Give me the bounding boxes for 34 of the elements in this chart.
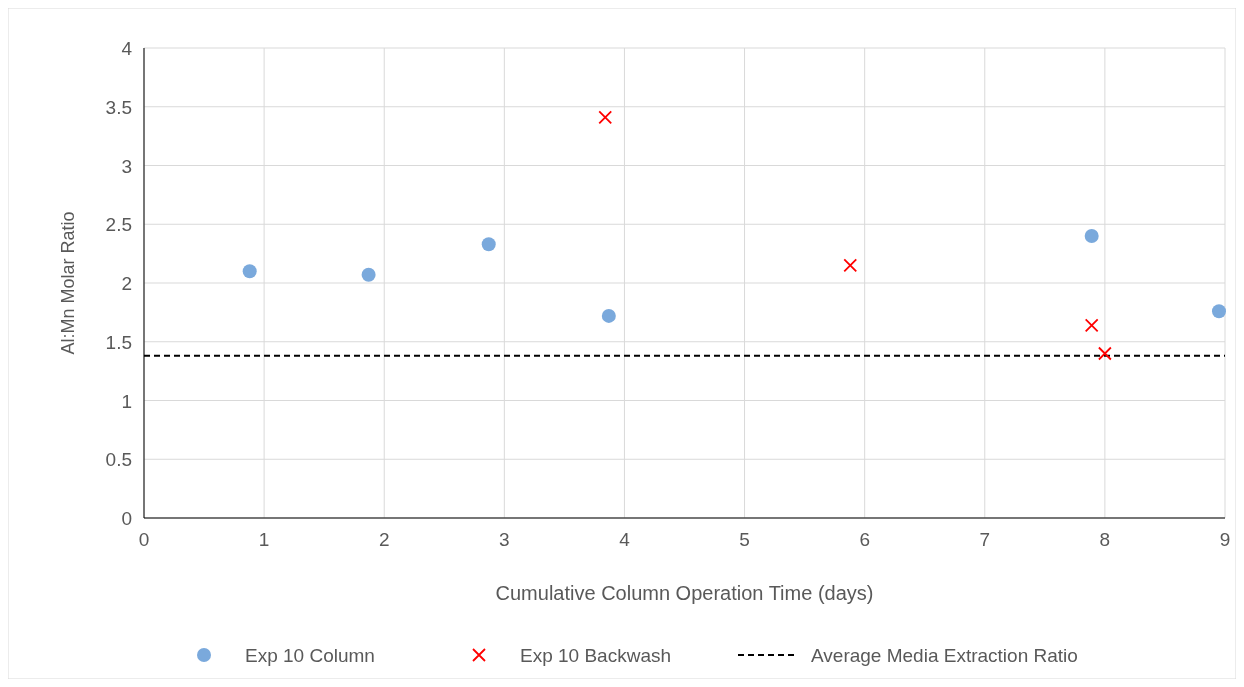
point [598,110,613,125]
point [843,258,858,273]
x-tick-label: 8 [1099,529,1111,550]
y-tick-label: 0 [121,508,132,529]
x-tick-label: 2 [378,529,390,550]
y-tick-label: 0.5 [105,449,132,471]
point [481,237,496,252]
y-tick-label: 1 [121,390,132,412]
y-tick-label: 2.5 [105,214,132,236]
point [1211,304,1226,319]
point [361,267,376,282]
legend-label: Average Media Extraction Ratio [811,645,1078,666]
y-tick-label: 1.5 [105,331,132,353]
x-tick-label: 3 [499,529,510,550]
x-tick-label: 7 [979,529,991,550]
legend-label: Exp 10 Column [245,645,375,666]
legend-label: Exp 10 Backwash [520,645,672,666]
x-tick-label: 4 [619,529,631,550]
x-tick-label: 5 [739,529,750,550]
x-tick-label: 6 [859,529,870,550]
y-tick-label: 4 [121,38,133,59]
y-axis-title: Al:Mn Molar Ratio [58,211,78,355]
y-tick-label: 2 [121,273,132,294]
point [1097,346,1112,361]
x-tick-label: 9 [1219,529,1231,550]
point [1084,318,1099,333]
y-tick-label: 3.5 [105,96,132,118]
point [601,308,616,323]
point [1084,229,1099,243]
x-tick-label: 0 [138,529,150,550]
x-tick-label: 1 [258,529,270,550]
x-axis-title: Cumulative Column Operation Time (days) [495,582,874,604]
point [242,264,257,279]
y-tick-label: 3 [121,155,132,177]
